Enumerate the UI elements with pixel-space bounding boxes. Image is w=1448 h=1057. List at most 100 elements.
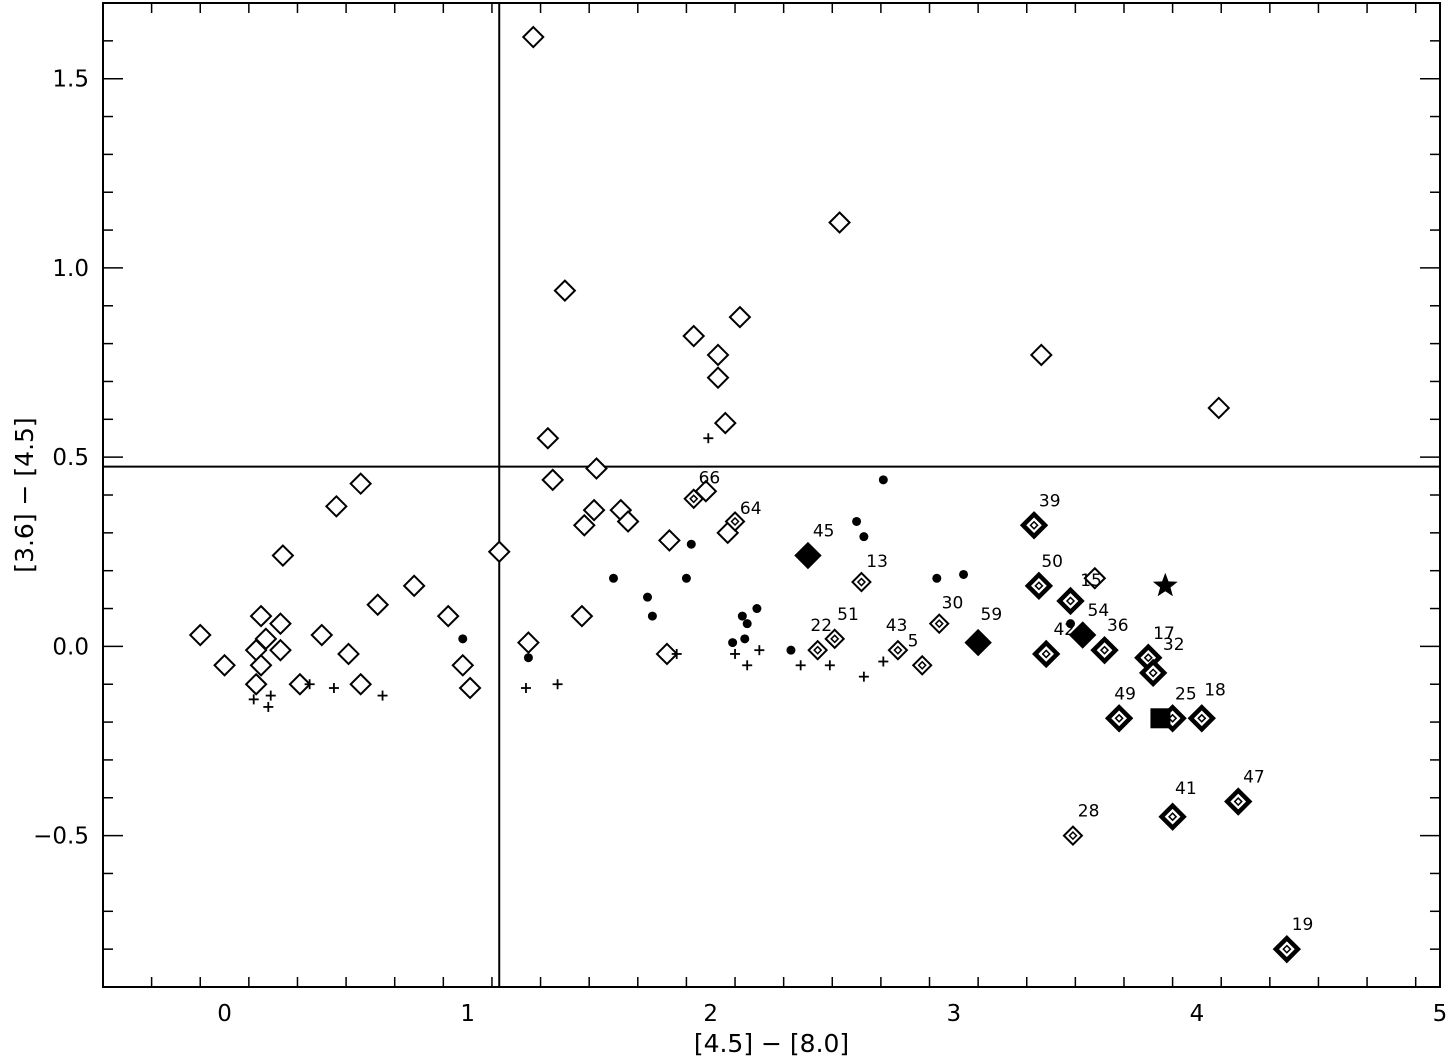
bold-diamond-inner (1029, 520, 1039, 530)
bold-diamond-outer (1090, 635, 1119, 665)
point-label: 15 (1080, 571, 1102, 591)
point-label: 59 (981, 605, 1003, 625)
filled-square-point (1150, 708, 1171, 729)
point-label: 41 (1175, 779, 1197, 799)
dotted-diamond-outer (1062, 825, 1084, 847)
open-diamond-point (541, 468, 565, 492)
open-diamond-point (1083, 566, 1107, 590)
bold-diamond-point (1187, 704, 1216, 733)
point-label: 39 (1039, 491, 1061, 511)
dotted-diamond-point (683, 488, 705, 510)
dotted-diamond-point (807, 639, 829, 661)
dot-point (458, 634, 468, 644)
open-diamond-point (516, 631, 540, 655)
plus-point (328, 683, 339, 694)
open-diamond-point (616, 510, 640, 533)
bold-diamond-outer (1138, 658, 1168, 688)
x-tick-label: 3 (946, 1001, 961, 1027)
x-tick-label: 4 (1190, 1001, 1205, 1027)
dotted-diamond-inner (917, 660, 927, 670)
plus-point (858, 671, 869, 682)
open-diamond-point (349, 672, 373, 696)
open-diamond-point (728, 305, 752, 329)
bold-diamond-point (1158, 802, 1187, 831)
open-diamond-point (366, 593, 390, 617)
dot-point (786, 645, 796, 655)
dotted-diamond-outer (887, 639, 909, 661)
y-tick-label: 0.5 (52, 445, 89, 471)
open-diamond-point (585, 457, 608, 480)
dotted-diamond-outer (928, 613, 950, 635)
dotted-diamond-inner (830, 634, 840, 644)
plus-point (730, 648, 741, 659)
point-label: 64 (740, 499, 762, 519)
dotted-diamond-outer (824, 628, 846, 650)
open-diamond-point (657, 529, 681, 552)
bold-diamond-point (1090, 635, 1119, 665)
open-diamond-point (244, 672, 268, 696)
point-label: 43 (886, 616, 908, 636)
plus-point (552, 679, 563, 690)
open-diamond-point (487, 540, 511, 564)
bold-diamond-inner (1034, 581, 1044, 591)
point-label: 25 (1175, 684, 1197, 704)
filled-diamond-point (1068, 621, 1097, 649)
bold-diamond-outer (1158, 802, 1187, 831)
open-diamond-point (436, 604, 460, 628)
dot-point (740, 634, 750, 644)
dot-point (681, 573, 691, 583)
point-label: 47 (1243, 768, 1265, 788)
open-diamond-point (213, 653, 236, 677)
dotted-diamond-point (851, 571, 872, 593)
open-diamond-point (271, 544, 295, 567)
open-diamond-point (249, 653, 273, 677)
y-tick-label: 1.0 (52, 256, 89, 282)
filled-diamond-point (964, 628, 992, 657)
dot-point (728, 638, 738, 648)
bold-diamond-outer (1272, 934, 1302, 964)
dot-point (752, 604, 762, 614)
plus-point (742, 660, 753, 671)
bold-diamond-outer (1224, 787, 1253, 816)
open-diamond-point (1029, 343, 1053, 367)
open-diamond-point (828, 211, 851, 234)
open-diamond-point (324, 494, 348, 518)
point-label: 45 (813, 522, 835, 542)
dotted-diamond-point (911, 654, 933, 676)
bold-diamond-point (1056, 586, 1085, 616)
open-diamond-point (249, 604, 273, 628)
dotted-diamond-outer (911, 654, 933, 676)
point-label: 54 (1088, 601, 1110, 621)
plus-point (304, 679, 315, 690)
bold-diamond-point (1272, 934, 1302, 964)
x-tick-label: 1 (460, 1001, 475, 1027)
dot-point (523, 653, 533, 663)
plus-point (248, 694, 259, 705)
dot-point (932, 573, 942, 583)
plus-point (265, 690, 276, 701)
open-diamond-point (682, 324, 706, 348)
bold-diamond-inner (1099, 645, 1110, 655)
open-diamond-point (310, 623, 334, 647)
point-label: 13 (866, 552, 888, 572)
x-tick-label: 0 (217, 1001, 232, 1027)
dot-point (852, 516, 862, 526)
open-diamond-point (570, 604, 594, 628)
bold-diamond-inner (1233, 796, 1243, 807)
dotted-diamond-point (824, 628, 846, 650)
point-label: 19 (1292, 915, 1314, 935)
open-diamond-point (269, 638, 292, 662)
dotted-diamond-point (928, 613, 950, 635)
bold-diamond-outer (1032, 639, 1061, 669)
open-diamond-point (188, 623, 212, 647)
dotted-diamond-point (724, 511, 746, 532)
bold-diamond-outer (1187, 704, 1216, 733)
y-tick-label: 1.5 (52, 67, 89, 93)
dotted-diamond-outer (683, 488, 705, 510)
dotted-diamond-point (1062, 825, 1084, 847)
point-label: 28 (1078, 802, 1100, 822)
dot-point (1066, 619, 1076, 629)
point-label: 18 (1204, 681, 1226, 701)
open-diamond-point (254, 627, 278, 651)
